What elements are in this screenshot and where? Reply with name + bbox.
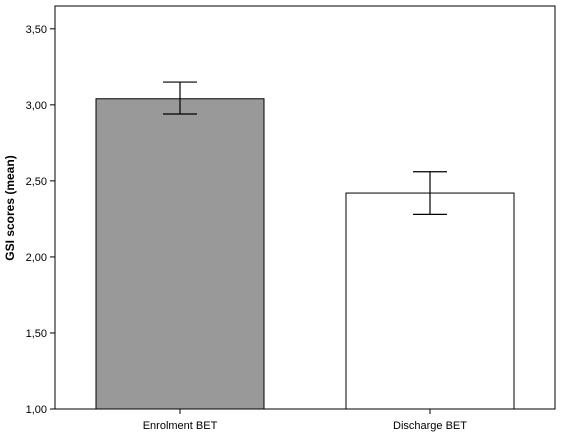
x-tick-label: Discharge BET — [393, 420, 467, 432]
error-bars — [163, 81, 447, 215]
y-tick-label: 1,00 — [26, 404, 47, 416]
y-tick-label: 2,00 — [26, 252, 47, 264]
y-axis-title: GSI scores (mean) — [3, 155, 17, 260]
x-axis: Enrolment BET Discharge BET — [143, 409, 467, 432]
y-axis: 1,00 1,50 2,00 2,50 3,00 3,50 — [26, 24, 55, 416]
y-tick-label: 1,50 — [26, 328, 47, 340]
bar-1 — [95, 98, 265, 410]
y-tick-label: 3,00 — [26, 100, 47, 112]
bar-2 — [345, 192, 515, 410]
y-tick-label: 3,50 — [26, 24, 47, 36]
bars — [95, 98, 515, 410]
x-tick-label: Enrolment BET — [143, 420, 218, 432]
y-tick-label: 2,50 — [26, 176, 47, 188]
